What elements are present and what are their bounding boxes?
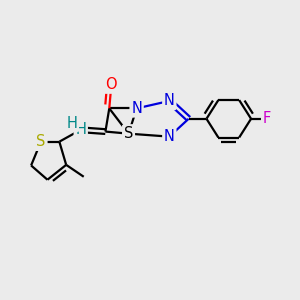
Text: S: S [36,134,46,149]
Text: F: F [263,111,271,126]
Text: N: N [164,129,175,144]
Text: S: S [124,126,133,141]
Text: H: H [67,116,78,131]
Text: N: N [164,94,175,109]
Text: S: S [36,134,46,149]
Text: H: H [75,122,86,137]
Text: N: N [131,101,142,116]
Text: O: O [106,77,117,92]
Text: S: S [124,126,133,141]
